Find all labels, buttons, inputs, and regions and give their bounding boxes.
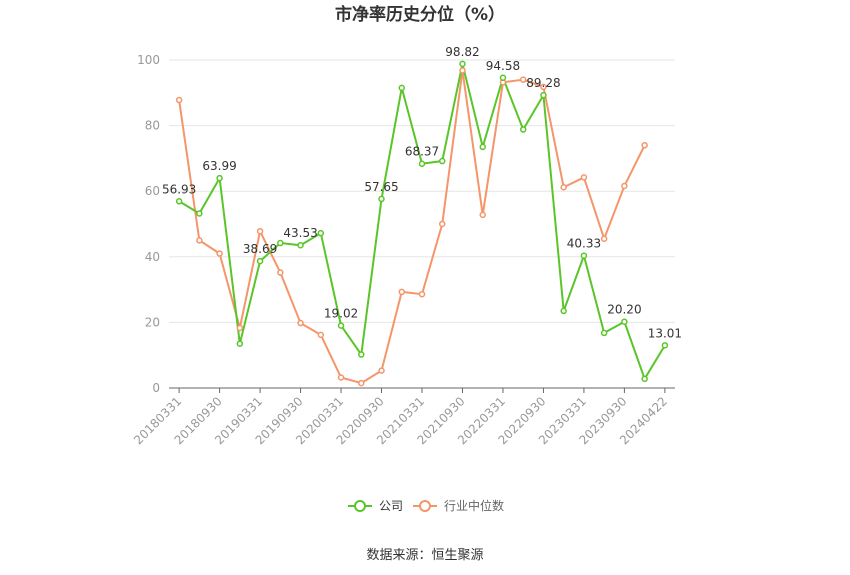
data-point[interactable] xyxy=(378,195,385,203)
data-point[interactable] xyxy=(398,288,406,296)
data-labels: 56.93 63.99 38.69 43.53 19.02 57.65 68.37 98.82… xyxy=(162,45,682,340)
data-label: 57.65 xyxy=(364,180,398,194)
data-point[interactable] xyxy=(236,340,244,347)
data-point[interactable] xyxy=(297,319,304,327)
y-tick-label: 80 xyxy=(145,119,160,133)
legend-item-company[interactable]: 公司 xyxy=(348,499,403,513)
data-point[interactable] xyxy=(337,322,345,329)
data-label: 19.02 xyxy=(324,307,358,321)
data-point[interactable] xyxy=(641,142,648,149)
data-point[interactable] xyxy=(600,329,608,337)
data-label: 40.33 xyxy=(567,237,601,251)
y-tick-label: 40 xyxy=(145,250,160,264)
data-label: 68.37 xyxy=(405,145,439,159)
legend-label-industry: 行业中位数 xyxy=(444,498,504,513)
data-point[interactable] xyxy=(459,67,466,74)
y-axis: 0 20 40 60 80 100 xyxy=(137,53,160,395)
x-axis: 2018033120180930201903312019093020200331… xyxy=(131,387,675,447)
data-point[interactable] xyxy=(196,210,203,217)
data-label: 94.58 xyxy=(486,59,520,73)
data-point[interactable] xyxy=(560,184,567,191)
data-point[interactable] xyxy=(438,157,446,165)
data-point[interactable] xyxy=(317,229,325,237)
data-point[interactable] xyxy=(499,74,507,82)
data-point[interactable] xyxy=(479,143,486,151)
series-line-0 xyxy=(178,62,666,380)
data-point[interactable] xyxy=(175,198,183,205)
data-point[interactable] xyxy=(297,241,304,249)
data-point[interactable] xyxy=(256,227,264,235)
data-label: 56.93 xyxy=(162,182,196,196)
data-point[interactable] xyxy=(358,379,365,387)
data-point[interactable] xyxy=(438,220,446,228)
data-point[interactable] xyxy=(459,60,466,68)
data-point[interactable] xyxy=(560,307,567,315)
series-lines xyxy=(178,62,666,385)
data-point[interactable] xyxy=(519,126,527,133)
chart-title: 市净率历史分位（%） xyxy=(335,4,505,25)
data-point[interactable] xyxy=(196,237,203,244)
data-label: 38.69 xyxy=(243,242,277,256)
data-point[interactable] xyxy=(216,174,223,182)
data-point[interactable] xyxy=(479,211,486,219)
y-tick-label: 20 xyxy=(145,315,160,329)
data-point[interactable] xyxy=(236,324,244,332)
data-point[interactable] xyxy=(277,269,284,276)
data-point[interactable] xyxy=(418,290,426,298)
data-point[interactable] xyxy=(600,235,608,243)
data-point[interactable] xyxy=(641,375,648,383)
legend-label-company: 公司 xyxy=(379,499,403,513)
data-point[interactable] xyxy=(175,96,183,104)
data-point[interactable] xyxy=(216,250,223,257)
data-point[interactable] xyxy=(580,174,588,181)
legend: 公司 行业中位数 xyxy=(348,498,504,513)
data-point[interactable] xyxy=(661,342,669,349)
data-point[interactable] xyxy=(540,91,547,99)
data-point[interactable] xyxy=(317,331,325,339)
legend-item-industry[interactable]: 行业中位数 xyxy=(413,498,504,513)
data-point[interactable] xyxy=(540,83,547,91)
grid xyxy=(169,59,675,323)
legend-marker-industry xyxy=(419,500,431,512)
y-tick-label: 100 xyxy=(137,53,160,67)
series-line-1 xyxy=(178,69,646,385)
data-label: 13.01 xyxy=(648,326,682,340)
y-tick-label: 0 xyxy=(152,381,160,395)
data-point[interactable] xyxy=(418,160,426,167)
data-point[interactable] xyxy=(378,367,385,374)
data-point[interactable] xyxy=(256,257,264,265)
y-tick-label: 60 xyxy=(145,184,160,198)
data-label: 98.82 xyxy=(445,45,479,59)
data-point[interactable] xyxy=(580,252,588,259)
data-point[interactable] xyxy=(519,76,527,83)
data-label: 43.53 xyxy=(283,226,317,240)
data-label: 89.28 xyxy=(526,76,560,90)
data-point[interactable] xyxy=(398,84,406,92)
series-points xyxy=(175,60,669,387)
data-point[interactable] xyxy=(621,318,628,325)
data-point[interactable] xyxy=(277,239,284,247)
source-text: 数据来源：恒生聚源 xyxy=(366,548,483,563)
data-point[interactable] xyxy=(337,374,345,381)
data-point[interactable] xyxy=(358,351,365,358)
data-point[interactable] xyxy=(621,182,628,190)
data-label: 63.99 xyxy=(202,159,236,173)
data-label: 20.20 xyxy=(607,303,641,317)
legend-marker-company xyxy=(354,500,366,512)
